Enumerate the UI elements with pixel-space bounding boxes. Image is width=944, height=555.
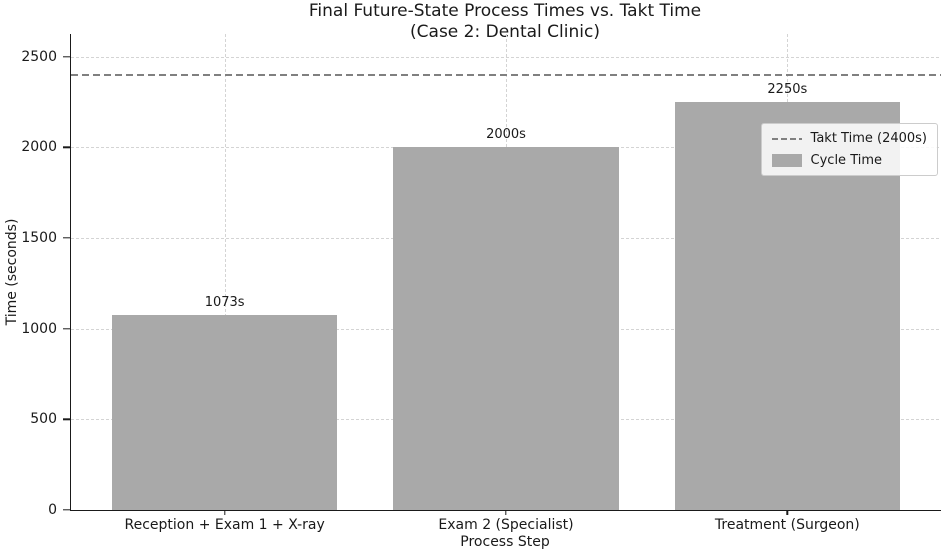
y-tick-label: 2000 <box>21 139 57 156</box>
takt-line <box>71 73 941 76</box>
y-tick-label: 500 <box>30 411 57 428</box>
bar-value-label: 1073s <box>204 295 245 311</box>
y-tick-label: 0 <box>48 502 57 518</box>
bar <box>112 315 338 510</box>
y-tick <box>63 418 71 421</box>
legend-label-cycle-time: Cycle Time <box>810 153 883 168</box>
y-tick-label: 1500 <box>21 230 57 246</box>
x-tick-label: Treatment (Surgeon) <box>714 517 860 533</box>
y-tick <box>63 327 71 330</box>
x-tick <box>223 510 226 515</box>
x-tick <box>786 510 789 515</box>
dashed-line-sample-icon <box>771 137 802 140</box>
x-tick-label: Exam 2 (Specialist) <box>438 517 574 533</box>
y-tick-label: 2500 <box>21 48 57 65</box>
chart-title: Final Future-State Process Times vs. Tak… <box>70 1 940 43</box>
chart-title-line1: Final Future-State Process Times vs. Tak… <box>308 1 702 21</box>
bar-value-label: 2250s <box>767 82 808 97</box>
y-tick <box>63 55 71 58</box>
bar-value-label: 2000s <box>486 127 526 143</box>
bar <box>393 147 619 510</box>
y-tick <box>63 146 71 149</box>
x-tick-label: Reception + Exam 1 + X-ray <box>124 517 325 533</box>
y-tick <box>63 237 71 239</box>
x-axis-label: Process Step <box>460 534 550 550</box>
plot-area: Treatment (Surgeon) 2250s Exam 2 (Speciali… <box>21 34 941 533</box>
gridline-vertical <box>224 34 226 510</box>
bar-color-swatch-icon <box>771 154 802 167</box>
y-tick-label: 1000 <box>21 320 57 337</box>
legend-entry-takt-time: Takt Time (2400s) <box>771 131 927 146</box>
legend-label-takt-time: Takt Time (2400s) <box>810 131 927 146</box>
y-tick <box>63 509 71 511</box>
legend: Takt Time (2400s) Cycle Time <box>760 123 938 176</box>
legend-entry-cycle-time: Cycle Time <box>771 153 927 168</box>
chart-title-line2: (Case 2: Dental Clinic) <box>410 22 600 42</box>
x-tick <box>505 510 507 515</box>
gridline-horizontal <box>71 56 941 58</box>
